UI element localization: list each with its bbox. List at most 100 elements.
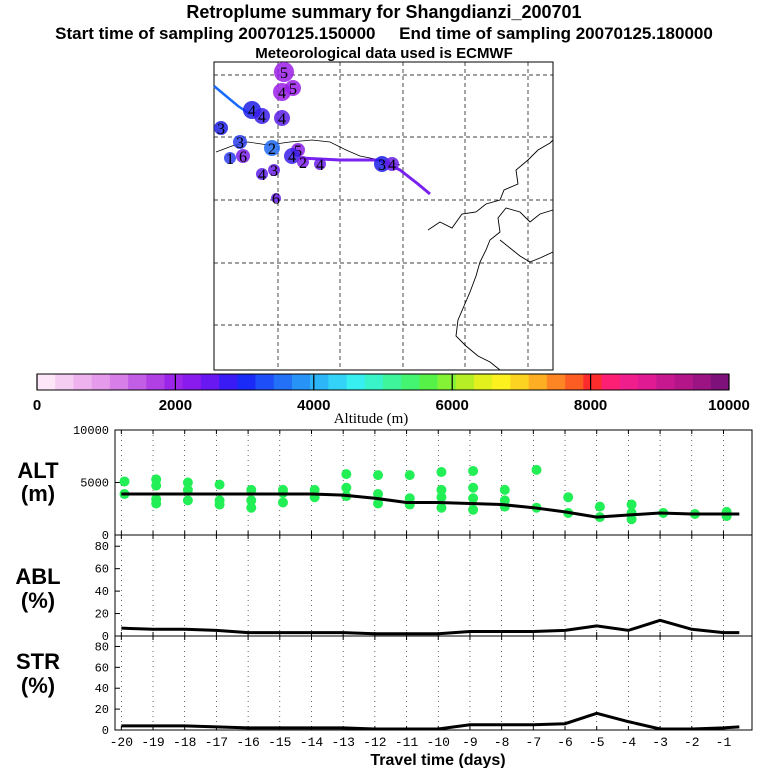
plume-marker <box>285 80 301 96</box>
plume-marker <box>314 158 326 170</box>
plume-markers: 54544433256144234346 <box>214 62 399 208</box>
plume-marker-label: 4 <box>258 167 266 184</box>
y-tick-label: 0 <box>102 529 109 543</box>
colorbar-swatch <box>565 374 584 390</box>
plume-marker <box>214 121 228 135</box>
plume-marker <box>264 140 280 156</box>
colorbar-tick-label: 6000 <box>436 397 469 414</box>
y-tick-label: 0 <box>102 724 109 738</box>
altitude-scatter-point <box>182 477 193 488</box>
y-tick-label: 20 <box>95 703 109 717</box>
altitude-scatter-point <box>119 476 130 487</box>
colorbar-swatch <box>346 374 366 390</box>
x-tick-label: -19 <box>141 735 164 750</box>
panel-frame <box>114 429 753 536</box>
altitude-scatter-point <box>436 502 447 513</box>
plume-marker-label: 1 <box>226 151 234 168</box>
sampling-time-subtitle: Start time of sampling 20070125.150000 E… <box>55 24 713 43</box>
plume-marker-label: 4 <box>248 103 256 120</box>
altitude-scatter-point <box>468 465 479 476</box>
y-tick-label: 40 <box>95 682 109 696</box>
y-tick-label: 80 <box>95 540 109 554</box>
altitude-scatter-point <box>246 502 257 513</box>
str-unit-label: (%) <box>21 673 55 698</box>
altitude-scatter-point <box>404 470 415 481</box>
colorbar-swatch <box>200 374 220 390</box>
y-tick-label: 0 <box>102 630 109 644</box>
x-tick-label: -18 <box>173 735 196 750</box>
plume-marker <box>254 108 270 124</box>
colorbar-swatch <box>55 374 74 390</box>
y-tick-label: 60 <box>95 563 109 577</box>
plume-marker-label: 4 <box>316 157 324 174</box>
altitude-scatter-point <box>468 504 479 515</box>
colorbar-swatch <box>146 374 165 390</box>
altitude-scatter-point <box>531 464 542 475</box>
colorbar-swatch <box>91 374 111 390</box>
colorbar-swatch <box>656 374 675 390</box>
colorbar-swatch <box>310 374 329 390</box>
altitude-scatter-point <box>341 482 352 493</box>
colorbar-swatch <box>474 374 493 390</box>
colorbar-swatch <box>364 374 384 390</box>
plume-marker-label: 4 <box>278 85 286 102</box>
colorbar-swatch <box>455 374 475 390</box>
x-axis-label: Travel time (days) <box>370 752 505 768</box>
plume-marker <box>271 193 281 203</box>
altitude-scatter-point <box>182 484 193 495</box>
altitude-scatter-point <box>246 484 257 495</box>
x-tick-label: -6 <box>557 735 573 750</box>
x-tick-label: -9 <box>462 735 478 750</box>
plume-marker-label: 4 <box>388 157 396 174</box>
colorbar-swatch <box>546 374 566 390</box>
colorbar-swatch <box>401 374 420 390</box>
alt-unit-label: (m) <box>21 481 55 506</box>
x-tick-label: -11 <box>395 735 419 750</box>
altitude-scatter-point <box>341 469 352 480</box>
colorbar-swatch <box>182 374 202 390</box>
x-tick-label: -1 <box>716 735 732 750</box>
colorbar-swatch <box>73 374 92 390</box>
colorbar-swatch <box>219 374 238 390</box>
colorbar-swatch <box>601 374 621 390</box>
colorbar-swatch <box>674 374 693 390</box>
altitude-scatter-point <box>436 467 447 477</box>
x-tick-label: -8 <box>494 735 510 750</box>
y-tick-label: 10000 <box>73 424 109 438</box>
alt-panel: 10000 5000 0 <box>73 424 753 543</box>
altitude-scatter-point <box>246 495 257 506</box>
plume-marker <box>274 110 290 126</box>
altitude-scatter-point <box>277 497 288 508</box>
colorbar-tick-labels: 0 2000 4000 6000 8000 10000 <box>33 374 750 414</box>
colorbar-swatch <box>237 374 256 390</box>
altitude-scatter-point <box>499 484 510 495</box>
y-tick-label: 40 <box>95 585 109 599</box>
altitude-scatter-point <box>373 498 384 509</box>
x-tick-label: -7 <box>526 735 542 750</box>
plume-marker-label: 4 <box>288 149 296 166</box>
plume-marker-label: 5 <box>280 65 288 82</box>
plume-marker-label: 3 <box>236 135 244 152</box>
y-tick-label: 60 <box>95 661 109 675</box>
altitude-colorbar <box>36 373 730 391</box>
x-tick-label: -14 <box>300 735 324 750</box>
colorbar-swatch <box>692 374 712 390</box>
colorbar-swatch <box>437 374 457 390</box>
plume-marker-label: 6 <box>239 149 247 166</box>
colorbar-tick-label: 8000 <box>574 397 607 414</box>
plume-marker <box>374 156 390 172</box>
colorbar-swatch <box>528 374 548 390</box>
colorbar-swatch <box>492 374 511 390</box>
altitude-scatter-point <box>468 493 479 504</box>
colorbar-swatch <box>109 374 129 390</box>
met-data-subtitle: Meteorological data used is ECMWF <box>255 45 513 62</box>
plume-marker-label: 3 <box>270 163 278 180</box>
colorbar-swatch <box>128 374 147 390</box>
colorbar-swatch <box>383 374 402 390</box>
colorbar-swatch <box>291 374 311 390</box>
plume-marker-label: 4 <box>258 109 266 126</box>
x-tick-label: -3 <box>652 735 668 750</box>
x-tick-label: -5 <box>589 735 605 750</box>
